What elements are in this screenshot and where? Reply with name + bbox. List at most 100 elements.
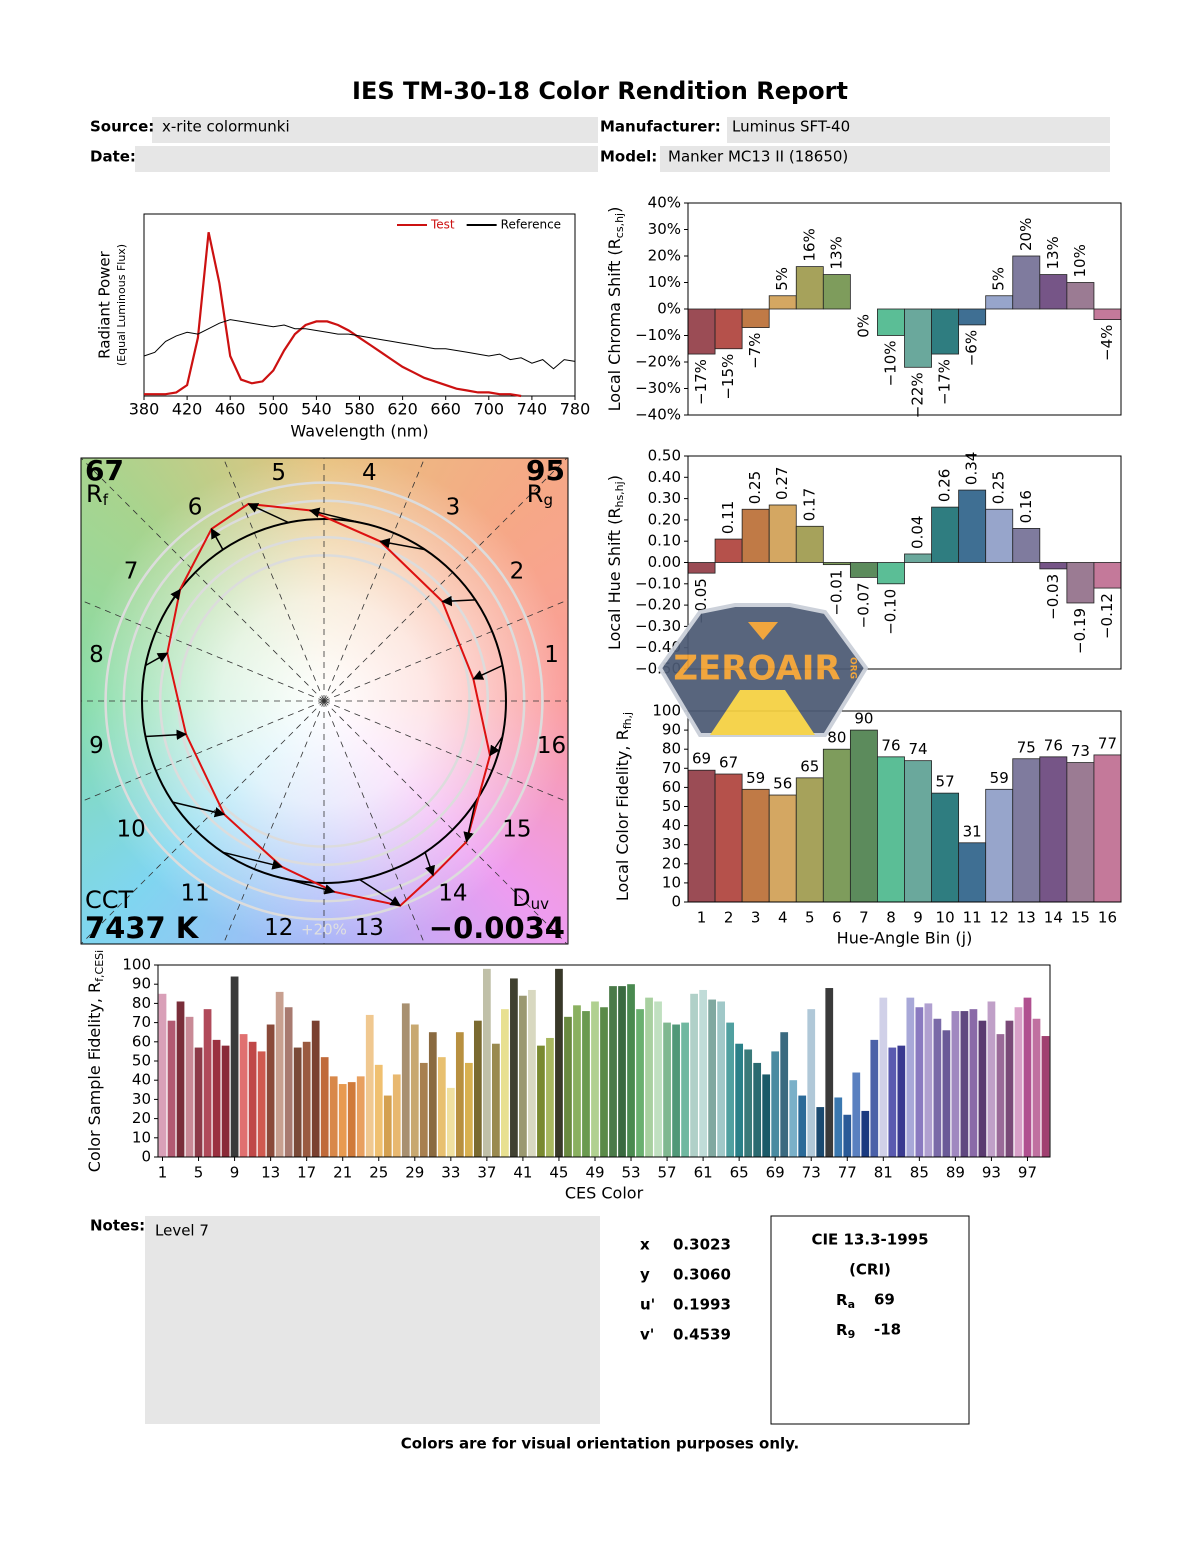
bar — [768, 794, 797, 903]
bar — [302, 1041, 311, 1157]
value-label: 59 — [990, 769, 1009, 787]
bar — [849, 729, 878, 903]
legend-label: Test — [430, 218, 455, 232]
bin-boundary — [323, 700, 568, 944]
y-tick-label: 90 — [132, 975, 151, 993]
x-tick-label: 700 — [474, 400, 505, 419]
value-label: 10% — [1071, 244, 1089, 277]
y-axis-label-part: ) — [605, 475, 624, 481]
y-tick-label: 50 — [662, 797, 681, 815]
y-axis-label: Local Color Fidelity, Rfh,j — [613, 712, 635, 901]
scale-label: +20% — [301, 921, 347, 939]
bar — [1005, 1020, 1014, 1157]
x-tick-label: 25 — [369, 1164, 388, 1182]
bar — [555, 968, 563, 1157]
y-axis-label-part: Color Sample Fidelity, R — [85, 982, 104, 1172]
bar — [969, 1009, 978, 1157]
value-label: 5% — [773, 267, 791, 291]
shift-arrow — [463, 801, 477, 843]
bar — [987, 1001, 996, 1157]
spectrum-line — [144, 231, 522, 398]
bar — [1039, 562, 1068, 570]
bin-boundary — [222, 458, 325, 702]
bar — [768, 504, 797, 563]
y-tick-label: −30% — [635, 379, 681, 397]
shift-arrow — [424, 852, 435, 877]
x-tick-label: 93 — [982, 1164, 1001, 1182]
y-tick-label: −40% — [635, 406, 681, 424]
field-value: Luminus SFT-40 — [732, 118, 850, 136]
bar — [931, 792, 960, 903]
x-tick-label: 61 — [694, 1164, 713, 1182]
bar — [744, 1049, 753, 1157]
plot-frame — [687, 710, 1122, 903]
bar — [248, 1041, 257, 1157]
bar — [257, 1051, 266, 1157]
bar — [356, 1076, 365, 1157]
bar — [708, 999, 716, 1157]
bin-label: 12 — [264, 915, 293, 941]
bin-label: 14 — [438, 880, 467, 906]
bin-boundary — [222, 700, 325, 944]
shift-arrow — [489, 736, 504, 757]
y-tick-label: 0 — [141, 1148, 151, 1166]
bin-label: 10 — [116, 816, 145, 842]
x-tick-label: 37 — [477, 1164, 496, 1182]
bar — [714, 538, 743, 563]
notes-box — [145, 1216, 600, 1424]
x-tick-label: 8 — [886, 909, 896, 927]
bar — [687, 308, 716, 355]
bar — [906, 997, 915, 1157]
notes-label: Notes: — [90, 1217, 145, 1235]
rf-symbol-part: f — [103, 491, 109, 509]
chromaticity-value: 0.1993 — [673, 1296, 731, 1314]
bin-label: 4 — [362, 460, 377, 486]
plot-frame — [687, 455, 1122, 670]
bar — [849, 562, 878, 578]
shift-arrow — [210, 527, 224, 551]
cri-symbol-part: 9 — [848, 1328, 856, 1341]
value-label: 20% — [1017, 218, 1035, 251]
bin-label: 11 — [180, 880, 209, 906]
y-tick-label: 80 — [132, 994, 151, 1012]
bar — [482, 968, 491, 1157]
bar — [320, 1057, 329, 1157]
x-tick-label: 5 — [805, 909, 815, 927]
y-axis-label: Radiant Power — [96, 250, 114, 359]
bar — [877, 562, 905, 585]
x-tick-label: 740 — [517, 400, 548, 419]
shift-arrow — [359, 878, 402, 907]
y-tick-label: 40 — [662, 816, 681, 834]
bin-boundary — [81, 599, 325, 702]
x-tick-label: 29 — [405, 1164, 424, 1182]
y-tick-label: 80 — [662, 740, 681, 758]
y-tick-label: 100 — [122, 956, 151, 974]
bin-boundary — [323, 700, 426, 944]
y-tick-label: 60 — [662, 778, 681, 796]
shift-arrow — [472, 664, 503, 680]
bin-label: 1 — [544, 642, 559, 668]
bin-boundary — [323, 458, 568, 702]
field-label: Manufacturer: — [600, 118, 721, 136]
bin-label: 8 — [89, 642, 104, 668]
y-tick-label: 0 — [671, 893, 681, 911]
value-label: 74 — [908, 740, 927, 758]
bin-boundary — [81, 700, 325, 803]
bar — [501, 1009, 509, 1157]
value-label: 75 — [1017, 738, 1036, 756]
chromaticity-label: x — [640, 1236, 650, 1254]
x-tick-label: 85 — [910, 1164, 929, 1182]
x-tick-label: 7 — [859, 909, 869, 927]
value-label: 59 — [746, 769, 765, 787]
bar — [1066, 282, 1095, 310]
x-axis-label: CES Color — [565, 1184, 644, 1203]
bar — [852, 1072, 861, 1157]
bar — [816, 1107, 825, 1157]
duv-symbol-part: D — [512, 884, 530, 912]
y-tick-label: 0.00 — [648, 553, 681, 571]
watermark-text: ZEROAIR — [673, 649, 840, 689]
x-tick-label: 580 — [344, 400, 375, 419]
bar — [897, 1045, 906, 1157]
bar — [1039, 756, 1068, 903]
bar — [717, 1001, 726, 1157]
